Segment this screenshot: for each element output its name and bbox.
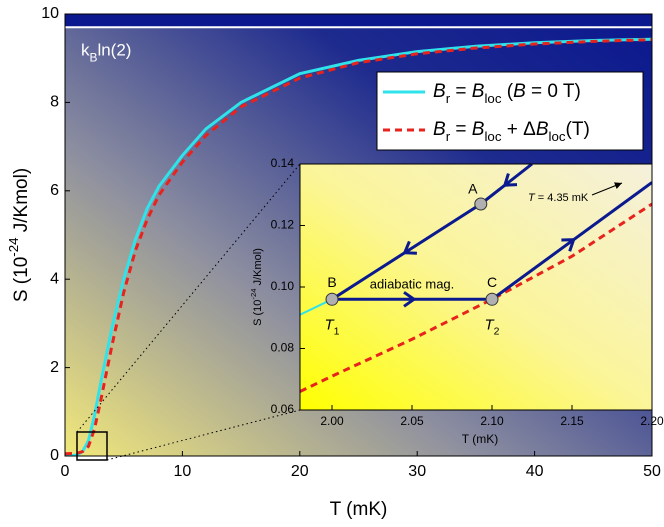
text-part: B (433, 119, 446, 140)
text-part: = 0 T) (526, 81, 581, 102)
text-part: J/Kmol) (252, 248, 264, 288)
annotation: T = 4.35 mK (528, 192, 589, 204)
direction-arrow (402, 240, 417, 255)
text-part: -24 (249, 288, 258, 300)
zoom-box (76, 431, 108, 461)
text-part: ln(2) (97, 41, 131, 60)
x-tick-label: 0 (61, 463, 70, 480)
annotation: T1 (324, 316, 339, 337)
text-part: B (472, 119, 485, 140)
x-tick-label: 2.05 (400, 414, 424, 428)
text-part: ( (501, 81, 513, 102)
y-tick-label: 0.14 (271, 156, 295, 170)
direction-arrow (403, 291, 417, 308)
y-tick-label: 0.10 (271, 279, 295, 293)
text-part: S (10 (252, 300, 264, 326)
text-part: loc (549, 129, 566, 144)
y-tick-label: 8 (50, 94, 59, 111)
legend-box (376, 71, 644, 151)
text-part: B (433, 81, 446, 102)
y-tick-label: 0.12 (271, 218, 295, 232)
direction-arrow (502, 173, 518, 187)
text-part: J/Kmol) (11, 168, 32, 238)
text-part: loc (484, 91, 501, 106)
text-part: r (446, 91, 451, 106)
text-part: B (513, 81, 526, 102)
text-part: T (528, 192, 536, 204)
x-tick-label: 2.10 (480, 414, 504, 428)
y-tick-label: 0.08 (271, 341, 295, 355)
point-label: A (468, 181, 478, 197)
text-part: 1 (334, 325, 340, 337)
text-part: = (450, 81, 472, 102)
text-part: loc (484, 129, 501, 144)
state-point (325, 292, 339, 306)
direction-arrow (561, 238, 576, 252)
zoom-guide (106, 409, 301, 461)
point-label: C (487, 274, 497, 290)
x-tick-label: 2.15 (560, 414, 584, 428)
x-tick-label: 10 (174, 463, 192, 480)
point-label: B (327, 274, 336, 290)
series-line (300, 202, 652, 393)
text-part: = 4.35 mK (535, 192, 589, 204)
text-part: + Δ (501, 119, 536, 140)
y-tick-label: 0 (50, 447, 59, 464)
state-point (485, 292, 499, 306)
annotation-arrow (591, 182, 623, 196)
text-part: B (472, 81, 485, 102)
y-tick-label: 10 (41, 5, 59, 22)
text-part: (T) (566, 119, 590, 140)
y-axis-label: S (10-24 J/Kmol) (249, 248, 264, 326)
x-tick-label: 30 (408, 463, 426, 480)
y-axis-label: S (10-24 J/Kmol) (6, 168, 32, 302)
text-part: 2 (494, 325, 500, 337)
x-tick-label: 40 (526, 463, 544, 480)
inset-plot: 2.00 2.05 2.10 2.15 2.20 0.06 0.08 0.10 0.12 0.14… (249, 156, 664, 446)
x-tick-label: 50 (643, 463, 661, 480)
x-tick-label: 2.00 (320, 414, 344, 428)
text-part: S (10 (11, 257, 32, 302)
text-part: B (90, 50, 98, 64)
text-part: r (446, 129, 451, 144)
annotation: T2 (484, 316, 499, 337)
text-part: = (450, 119, 472, 140)
annotation: adiabatic mag. (370, 277, 455, 292)
text-part: T (324, 316, 335, 333)
x-tick-label: 2.20 (640, 414, 664, 428)
reference-label: kBln(2) (81, 41, 131, 65)
text-part: T (484, 316, 495, 333)
x-axis-label: T (mK) (462, 432, 498, 446)
state-point (474, 197, 488, 211)
y-tick-label: 6 (50, 182, 59, 199)
text-part: B (536, 119, 549, 140)
y-tick-label: 0.06 (271, 402, 295, 416)
plot-frame (299, 163, 653, 411)
text-part: -24 (6, 238, 21, 257)
legend-label: Br = Bloc (B = 0 T) (433, 81, 581, 106)
text-part: adiabatic mag. (370, 277, 455, 292)
x-axis-label: T (mK) (330, 499, 388, 520)
legend-label: Br = Bloc + ΔBloc(T) (433, 119, 590, 144)
y-tick-label: 4 (50, 270, 59, 287)
text-part: k (81, 41, 90, 60)
top-band (65, 14, 652, 28)
x-tick-label: 20 (291, 463, 309, 480)
legend: Br = Bloc (B = 0 T)Br = Bloc + ΔBloc(T) (376, 71, 644, 151)
y-tick-label: 2 (50, 359, 59, 376)
